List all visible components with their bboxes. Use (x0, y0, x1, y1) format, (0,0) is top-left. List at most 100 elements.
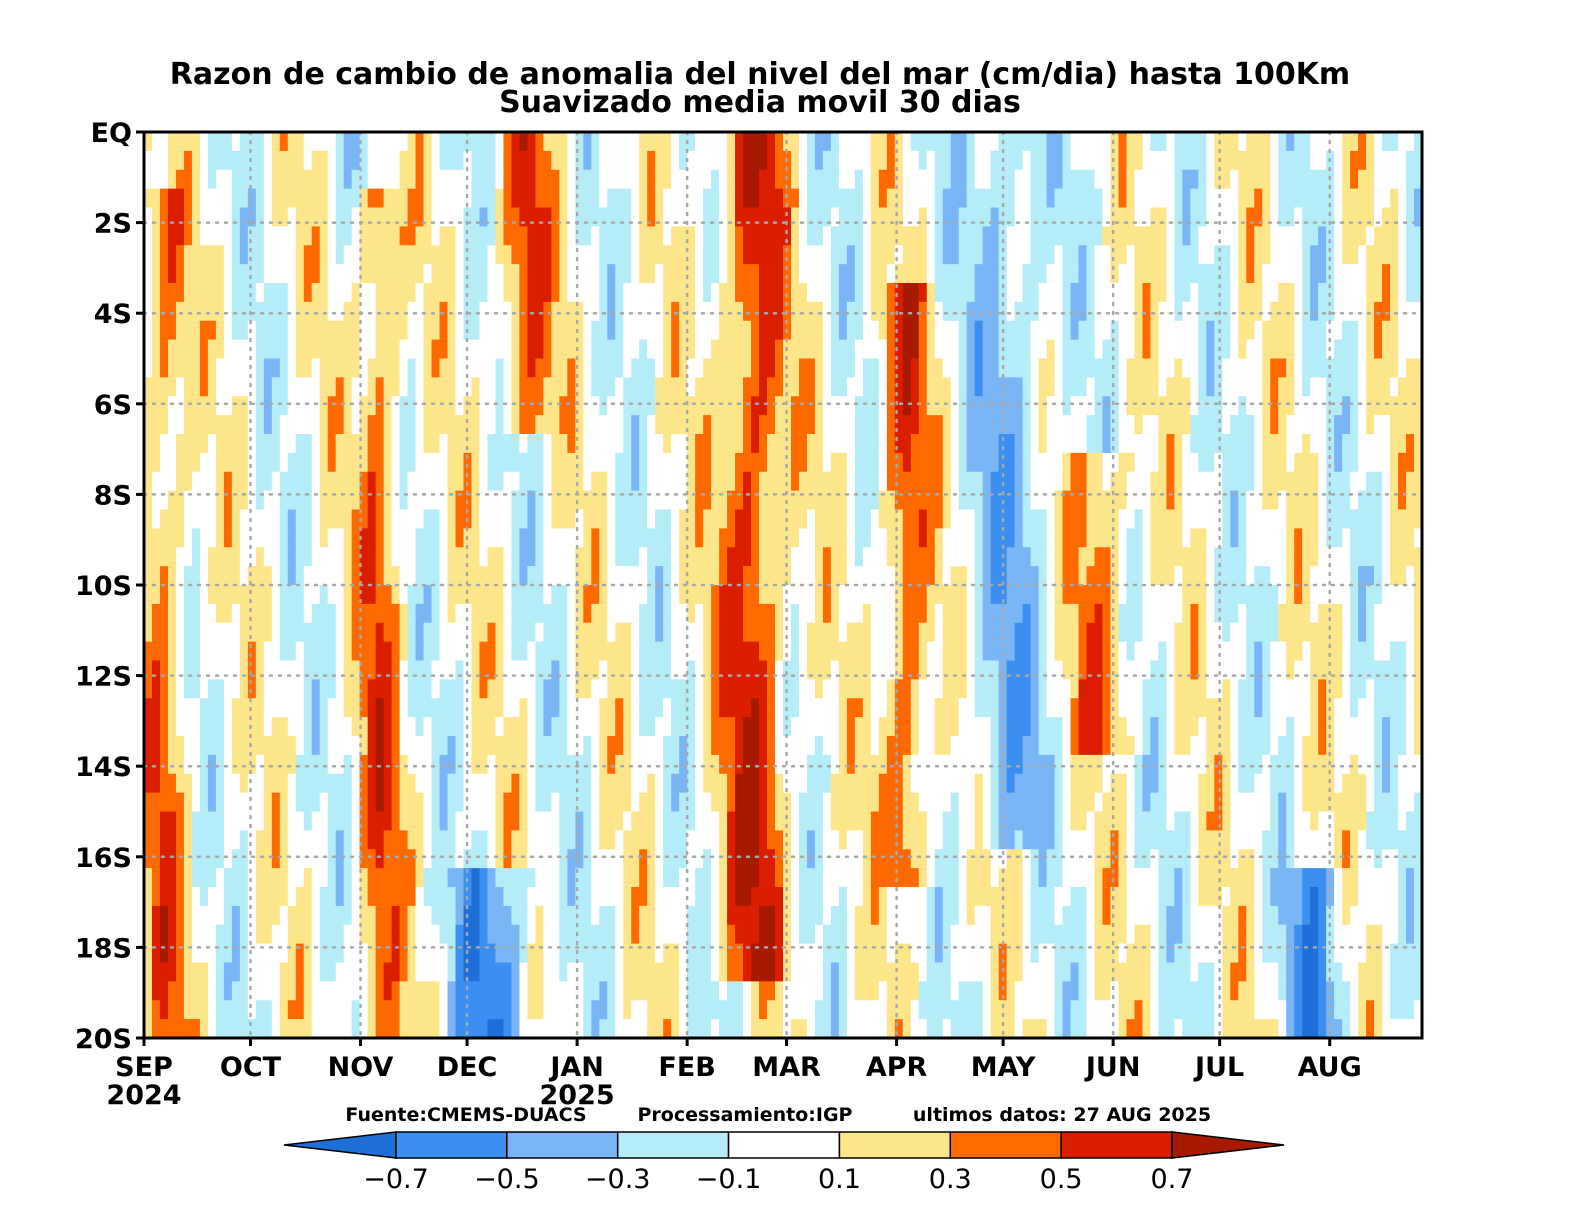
field-cell (1086, 301, 1096, 322)
field-cell (1182, 301, 1191, 322)
field-cell (1062, 679, 1072, 699)
field-cell (279, 264, 289, 284)
field-cell (367, 396, 377, 416)
field-cell (990, 301, 1000, 322)
field-cell (351, 434, 361, 454)
field-cell (727, 547, 736, 567)
field-cell (599, 377, 608, 397)
field-cell (1278, 245, 1287, 265)
field-cell (822, 603, 832, 624)
field-cell (719, 245, 728, 265)
field-cell (1406, 207, 1415, 227)
field-cell (479, 452, 489, 473)
field-cell (1014, 245, 1024, 265)
field-cell (647, 660, 656, 680)
field-cell (1038, 207, 1048, 227)
field-cell (1262, 358, 1271, 378)
field-cell (639, 509, 648, 529)
field-cell (886, 169, 896, 190)
field-cell (679, 207, 688, 227)
field-cell (1318, 603, 1327, 624)
field-cell (271, 660, 281, 680)
field-cell (1150, 150, 1160, 171)
field-cell (503, 377, 513, 397)
field-cell (1054, 528, 1064, 548)
field-cell (751, 622, 760, 643)
field-cell (423, 471, 433, 492)
field-cell (1150, 660, 1160, 680)
field-cell (695, 415, 704, 435)
field-cell (1174, 245, 1183, 265)
field-cell (423, 603, 433, 624)
field-cell (870, 283, 880, 303)
field-cell (567, 377, 576, 397)
field-cell (567, 641, 576, 662)
field-cell (990, 188, 1000, 209)
field-cell (1270, 169, 1279, 190)
field-cell (1070, 396, 1080, 416)
field-cell (1070, 339, 1080, 360)
field-cell (695, 245, 704, 265)
field-cell (838, 585, 848, 605)
field-cell (966, 320, 976, 341)
field-cell (623, 301, 632, 322)
field-cell (767, 150, 776, 171)
field-cell (1382, 528, 1391, 548)
field-cell (359, 264, 369, 284)
field-cell (735, 679, 744, 699)
field-cell (990, 509, 1000, 529)
field-cell (271, 132, 281, 152)
field-cell (527, 226, 536, 246)
field-cell (1038, 603, 1048, 624)
field-cell (982, 396, 992, 416)
field-cell (559, 415, 568, 435)
field-cell (703, 679, 712, 699)
field-cell (583, 471, 592, 492)
field-cell (295, 339, 305, 360)
field-cell (343, 490, 353, 511)
field-cell (447, 396, 457, 416)
field-cell (767, 471, 776, 492)
field-cell (1414, 396, 1422, 416)
field-cell (854, 528, 864, 548)
field-cell (335, 603, 345, 624)
field-cell (1406, 415, 1415, 435)
field-cell (455, 660, 465, 680)
field-cell (1366, 698, 1375, 718)
field-cell (1078, 603, 1088, 624)
field-cell (1414, 169, 1422, 190)
field-cell (503, 320, 513, 341)
field-cell (583, 358, 592, 378)
field-cell (319, 415, 329, 435)
field-cell (958, 169, 968, 190)
field-cell (327, 434, 337, 454)
field-cell (1118, 698, 1128, 718)
field-cell (583, 679, 592, 699)
field-cell (199, 660, 209, 680)
field-cell (423, 169, 433, 190)
field-cell (471, 490, 481, 511)
field-cell (511, 698, 521, 718)
field-cell (639, 415, 648, 435)
field-cell (743, 320, 752, 341)
field-cell (990, 679, 1000, 699)
field-cell (455, 301, 465, 322)
field-cell (1358, 301, 1367, 322)
field-cell (319, 226, 329, 246)
field-cell (567, 207, 576, 227)
field-cell (1094, 490, 1104, 511)
field-cell (798, 641, 808, 662)
field-cell (1182, 679, 1191, 699)
field-cell (1342, 132, 1351, 152)
field-cell (711, 490, 720, 511)
field-cell (1398, 132, 1407, 152)
field-cell (735, 490, 744, 511)
field-cell (287, 283, 297, 303)
field-cell (144, 641, 153, 662)
field-cell (1350, 452, 1359, 473)
field-cell (495, 490, 505, 511)
field-cell (607, 150, 616, 171)
field-cell (295, 207, 305, 227)
field-cell (503, 547, 513, 567)
field-cell (950, 603, 960, 624)
